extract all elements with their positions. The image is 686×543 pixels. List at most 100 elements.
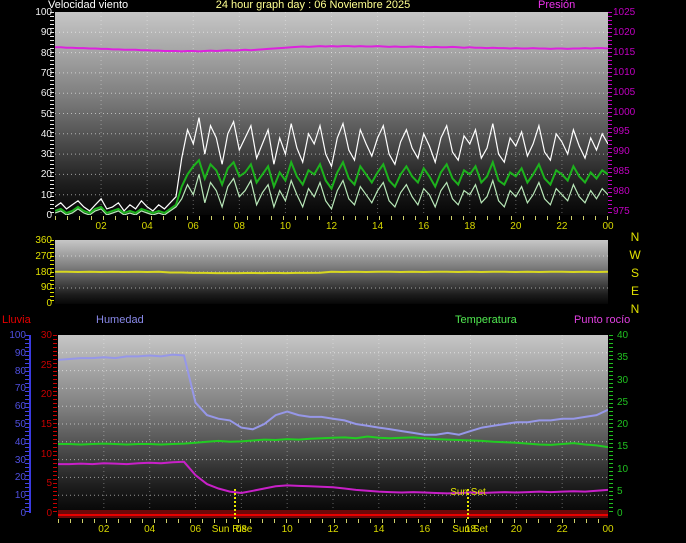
compass-e: E [630,284,639,298]
wind-pressure-chart [54,12,609,216]
direction-axis: 360 270 180 90 0 [24,235,52,309]
axis-tick-label: 1000 [613,106,636,118]
axis-tick-label: 0 [46,210,52,221]
hour-label: 08 [233,221,245,232]
axis-tick-label: 10 [617,463,629,475]
hour-label: 06 [187,221,199,232]
axis-tick-label: 980 [613,186,630,198]
hour-label: 18 [464,221,476,232]
axis-tick-label: 1020 [613,26,636,38]
axis-tick-label: 100 [9,330,26,341]
humidity-axis-ticks [25,335,29,513]
compass-s: S [630,266,639,280]
wind-panel-title: Velocidad viento [48,0,129,11]
compass-n1: N [630,230,640,244]
temperature-axis-ticks [609,335,613,513]
hour-label: 08 [235,524,247,535]
sunset-marker-line [467,489,469,521]
sunset-plot-label: Sun Set [450,487,486,498]
axis-tick-label: 0 [46,508,52,519]
temperature-legend: Temperatura [455,314,517,326]
axis-tick-label: 20 [617,419,629,430]
axis-tick-label: 975 [613,206,630,217]
axis-tick-label: 1015 [613,46,636,58]
hour-label: 12 [327,524,339,535]
axis-tick-label: 80 [40,47,52,59]
hour-label: 04 [144,524,156,535]
axis-tick-label: 20 [40,169,52,181]
hour-label: 12 [325,221,338,232]
wind-speed-axis: 100 90 80 70 60 50 40 30 20 10 0 [26,7,52,221]
axis-tick-label: 15 [617,441,629,453]
axis-tick-label: 25 [40,359,52,371]
hour-label: 14 [373,524,385,535]
axis-tick-label: 30 [40,330,52,341]
axis-tick-label: 360 [35,235,52,246]
hour-label: 16 [419,524,431,535]
axis-tick-label: 1010 [613,66,636,78]
sunrise-axis-label: Sun Rise [211,524,253,535]
hour-label: 00 [602,524,614,535]
hour-label: 16 [418,221,430,232]
axis-tick-label: 10 [40,448,52,460]
top-hour-ticks [55,216,608,220]
compass-n2: N [630,302,640,316]
axis-tick-label: 5 [46,478,52,490]
hour-label: 14 [372,221,384,232]
hour-label: 18 [464,524,477,535]
axis-tick-label: 0 [617,508,623,519]
axis-tick-label: 995 [613,126,630,138]
axis-tick-label: 30 [14,454,26,466]
series-temperature [58,435,609,449]
climate-chart [57,335,609,514]
axis-tick-label: 70 [14,383,26,395]
axis-tick-label: 30 [40,149,52,161]
series-pressure [55,45,609,53]
pressure-panel-title: Presión [538,0,576,11]
axis-tick-label: 60 [14,401,26,413]
top-hour-labels: 02 04 06 08 10 12 14 16 18 20 22 00 [55,221,614,233]
humidity-legend: Humedad [96,314,144,326]
series-wind_gust [54,117,609,212]
series-wind_direction [55,270,609,275]
axis-tick-label: 10 [40,189,52,201]
axis-tick-label: 40 [40,128,52,140]
bottom-hour-labels: 02 04 06 08 10 12 14 16 18 20 22 00 [58,524,613,536]
hour-label: 22 [556,524,568,535]
wind-direction-panel [55,240,609,304]
axis-tick-label: 15 [40,419,52,430]
humidity-axis: 100 90 80 70 60 50 40 30 20 10 0 [6,330,26,519]
axis-tick-label: 10 [14,490,26,502]
axis-tick-label: 50 [14,419,26,430]
axis-tick-label: 90 [40,282,52,294]
temperature-axis: 40 35 30 25 20 15 10 5 0 [617,330,641,519]
compass-w: W [629,248,641,262]
hour-label: 02 [98,524,110,535]
series-dew_point [58,460,609,495]
axis-tick-label: 0 [24,298,52,309]
axis-tick-label: 1005 [613,86,636,98]
axis-tick-label: 40 [14,436,26,448]
rain-axis: 30 25 20 15 10 5 0 [34,330,52,519]
hour-label: 10 [281,524,293,535]
pressure-axis-ticks [608,12,612,215]
axis-tick-label: 50 [40,108,52,120]
axis-tick-label: 990 [613,146,630,158]
wind-axis-ticks [50,12,54,215]
hour-label: 20 [510,221,522,232]
axis-tick-label: 270 [35,250,52,262]
sunset-axis-label: Sun Set [452,524,488,535]
axis-tick-label: 0 [20,508,26,519]
axis-tick-label: 985 [613,166,630,178]
axis-tick-label: 100 [35,7,52,18]
dew-point-legend: Punto rocío [574,314,631,326]
hour-label: 20 [510,524,522,535]
series-wind_low [54,174,609,216]
rain-axis-ticks [53,335,57,513]
axis-tick-label: 80 [14,365,26,377]
axis-tick-label: 5 [617,485,623,497]
axis-tick-label: 90 [40,27,52,39]
axis-tick-label: 180 [35,266,52,278]
sunrise-marker-line [234,489,236,521]
